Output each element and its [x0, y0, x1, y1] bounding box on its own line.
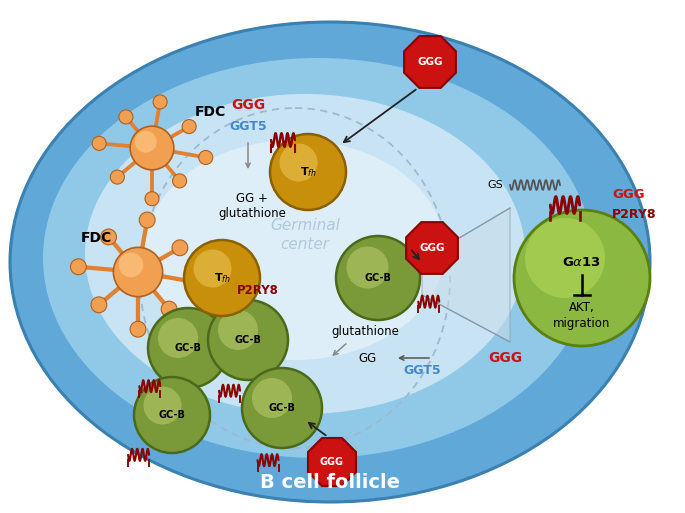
Text: GC-B: GC-B [158, 410, 186, 420]
Text: GGT5: GGT5 [229, 121, 267, 133]
Circle shape [153, 95, 167, 109]
Circle shape [143, 386, 182, 424]
Circle shape [139, 212, 155, 228]
Text: GGG: GGG [612, 188, 645, 202]
Circle shape [134, 377, 210, 453]
Text: P2RY8: P2RY8 [612, 208, 656, 222]
Ellipse shape [43, 58, 593, 458]
Ellipse shape [10, 22, 650, 502]
Circle shape [71, 259, 86, 274]
Circle shape [336, 236, 420, 320]
Circle shape [130, 126, 174, 170]
Text: GGG: GGG [320, 457, 344, 467]
Circle shape [101, 229, 116, 245]
Ellipse shape [85, 94, 525, 414]
Circle shape [184, 240, 260, 316]
Text: P2RY8: P2RY8 [237, 284, 279, 297]
Circle shape [119, 110, 133, 124]
Ellipse shape [145, 140, 445, 360]
Circle shape [135, 131, 157, 153]
Circle shape [182, 120, 196, 133]
Text: FDC: FDC [195, 105, 225, 119]
Text: GC-B: GC-B [364, 273, 391, 283]
Polygon shape [422, 208, 510, 342]
Circle shape [172, 240, 188, 255]
Circle shape [119, 252, 143, 278]
Circle shape [279, 144, 318, 182]
Circle shape [347, 247, 388, 288]
Circle shape [193, 249, 232, 287]
Circle shape [252, 378, 292, 418]
Text: migration: migration [553, 317, 611, 329]
Text: T$_{fh}$: T$_{fh}$ [299, 165, 316, 179]
Circle shape [110, 170, 125, 184]
Text: AKT,: AKT, [569, 302, 595, 314]
Text: GG: GG [359, 351, 377, 365]
Circle shape [190, 275, 207, 291]
Polygon shape [406, 222, 458, 274]
Circle shape [514, 210, 650, 346]
Text: GGG: GGG [488, 351, 522, 365]
Text: FDC: FDC [80, 231, 112, 245]
Circle shape [161, 301, 177, 317]
Circle shape [91, 297, 107, 313]
Text: B cell follicle: B cell follicle [260, 472, 400, 491]
Circle shape [218, 310, 258, 350]
Text: GS: GS [487, 180, 503, 190]
Text: glutathione: glutathione [218, 207, 286, 220]
Circle shape [113, 247, 162, 297]
Text: GC-B: GC-B [234, 335, 262, 345]
Circle shape [148, 308, 228, 388]
Text: Germinal
center: Germinal center [270, 218, 340, 252]
Circle shape [92, 136, 106, 150]
Text: glutathione: glutathione [331, 326, 399, 339]
Circle shape [199, 150, 213, 165]
Text: GGT5: GGT5 [403, 364, 441, 377]
Polygon shape [404, 36, 456, 88]
Text: GC-B: GC-B [175, 343, 201, 353]
Circle shape [130, 321, 146, 337]
Text: G$\alpha$13: G$\alpha$13 [562, 255, 601, 268]
Text: GGG: GGG [417, 57, 443, 67]
Circle shape [145, 192, 159, 206]
Circle shape [208, 300, 288, 380]
Text: GC-B: GC-B [269, 403, 295, 413]
Text: GG +: GG + [236, 191, 268, 205]
Circle shape [242, 368, 322, 448]
Text: T$_{fh}$: T$_{fh}$ [214, 271, 230, 285]
Circle shape [173, 174, 186, 188]
Circle shape [525, 218, 605, 298]
Text: GGG: GGG [419, 243, 445, 253]
Circle shape [270, 134, 346, 210]
Text: GGG: GGG [231, 98, 265, 112]
Circle shape [158, 318, 198, 358]
Polygon shape [308, 438, 356, 486]
